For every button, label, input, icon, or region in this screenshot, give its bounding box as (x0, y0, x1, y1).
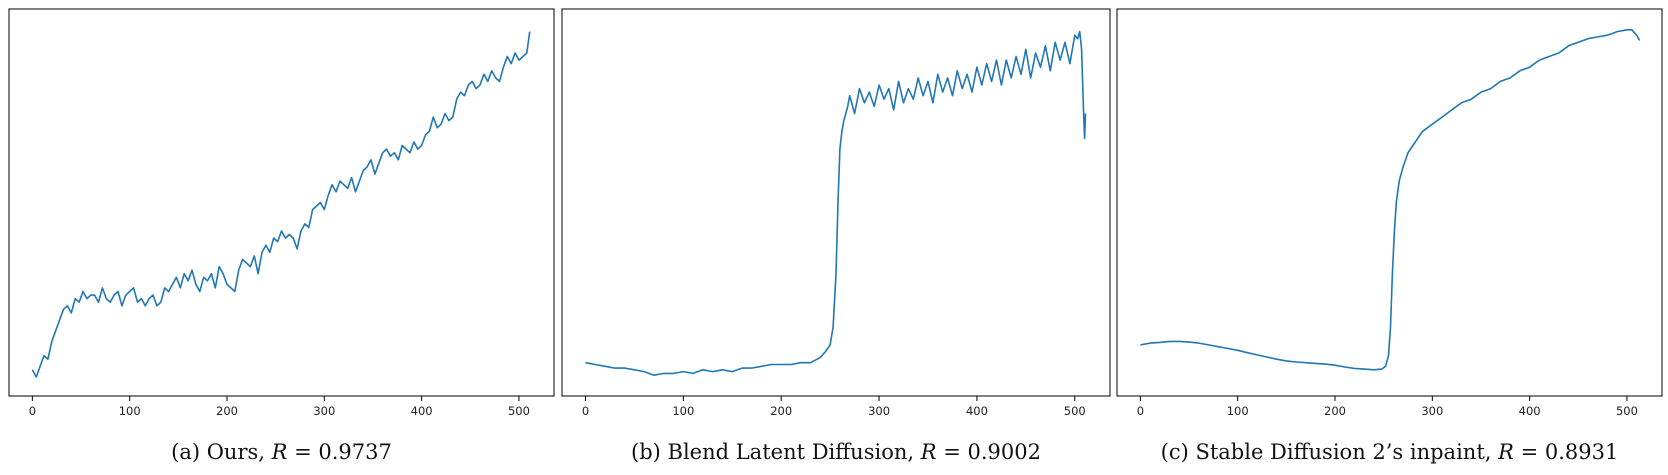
caption-variable-c: R (1497, 440, 1514, 464)
x-tick-label-c-100: 100 (1227, 404, 1249, 418)
x-tick-label-c-300: 300 (1421, 404, 1443, 418)
series-line-a (31, 31, 531, 378)
x-tick-label-a-100: 100 (119, 404, 141, 418)
x-tick-label-b-0: 0 (582, 404, 589, 418)
plot-frame-c (1116, 8, 1663, 397)
caption-b: (b) Blend Latent Diffusion, R = 0.9002 (631, 440, 1041, 464)
x-tick-label-a-0: 0 (29, 404, 36, 418)
x-tick-label-c-400: 400 (1519, 404, 1541, 418)
x-tick-label-b-500: 500 (1064, 404, 1086, 418)
plot-frame-b (561, 8, 1111, 397)
x-tick-label-b-300: 300 (868, 404, 890, 418)
panel-a: 0 100 200 300 400 500 (a) Ours, R = 0.9737 (8, 8, 555, 464)
x-tick-label-b-100: 100 (672, 404, 694, 418)
x-tick-label-c-0: 0 (1137, 404, 1144, 418)
caption-c: (c) Stable Diffusion 2’s inpaint, R = 0.… (1161, 440, 1619, 464)
caption-variable-b: R (920, 440, 937, 464)
series-line-c (1140, 29, 1641, 371)
caption-text-c: (c) Stable Diffusion 2’s inpaint, (1161, 440, 1499, 464)
caption-value-a: = 0.9737 (287, 440, 391, 464)
x-tick-label-b-400: 400 (966, 404, 988, 418)
panel-b: 0 100 200 300 400 500 (b) Blend Latent Diffusi… (561, 8, 1111, 464)
x-tick-label-a-500: 500 (508, 404, 530, 418)
x-tick-label-a-200: 200 (216, 404, 238, 418)
x-tick-label-a-300: 300 (313, 404, 335, 418)
caption-text-b: (b) Blend Latent Diffusion, (631, 440, 921, 464)
series-line-b (585, 30, 1087, 376)
panel-c: 0 100 200 300 400 500 (c) Stable Diffusion 2’s… (1116, 8, 1663, 464)
caption-value-c: = 0.8931 (1514, 440, 1618, 464)
plot-frame-a (8, 8, 555, 397)
caption-value-b: = 0.9002 (937, 440, 1041, 464)
x-tick-label-c-200: 200 (1324, 404, 1346, 418)
caption-a: (a) Ours, R = 0.9737 (171, 440, 392, 464)
caption-variable-a: R (271, 440, 288, 464)
x-tick-label-b-200: 200 (770, 404, 792, 418)
caption-text-a: (a) Ours, (171, 440, 272, 464)
x-tick-label-c-500: 500 (1616, 404, 1638, 418)
x-tick-label-a-400: 400 (411, 404, 433, 418)
